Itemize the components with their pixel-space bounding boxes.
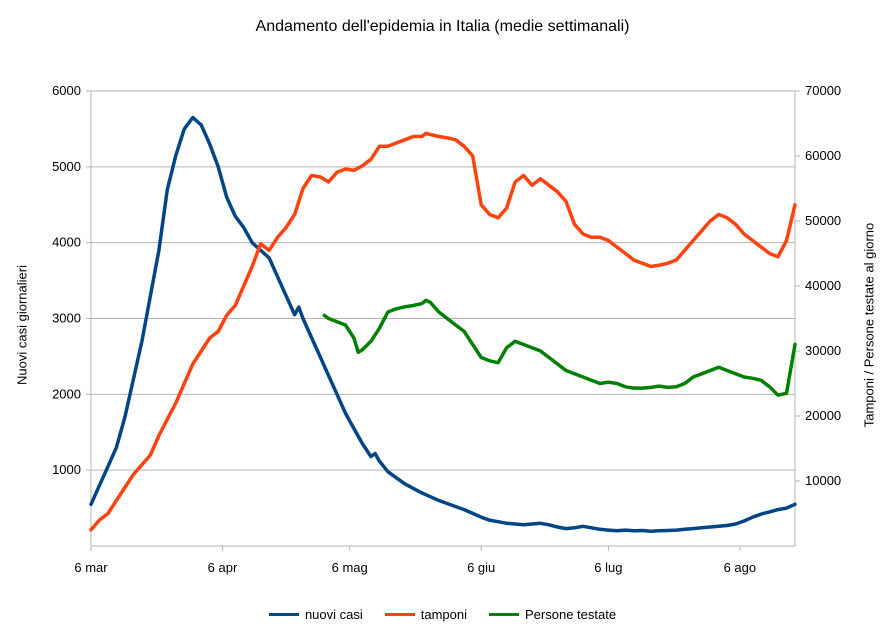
- x-tick-label: 6 ago: [724, 560, 757, 575]
- y-right-tick-label: 20000: [805, 408, 841, 423]
- chart-title: Andamento dell'epidemia in Italia (medie…: [255, 18, 630, 35]
- y-right-tick-label: 60000: [805, 148, 841, 163]
- legend-label-tamponi: tamponi: [420, 607, 467, 622]
- y-left-tick-label: 2000: [52, 386, 81, 401]
- y-right-tick-label: 40000: [805, 278, 841, 293]
- legend-label-nuovi-casi: nuovi casi: [304, 607, 363, 622]
- series-line-nuovi-casi: [89, 115, 797, 533]
- y-left-tick-label: 4000: [52, 235, 81, 250]
- y-right-tick-label: 30000: [805, 343, 841, 358]
- legend-swatch-persone-testate: [489, 613, 519, 616]
- legend-item-nuovi-casi: nuovi casi: [268, 607, 363, 622]
- series-line-tamponi: [89, 131, 797, 532]
- legend-item-tamponi: tamponi: [384, 607, 467, 622]
- legend-item-persone-testate: Persone testate: [489, 607, 616, 622]
- y-left-tick-label: 3000: [52, 311, 81, 326]
- legend: nuovi casi tamponi Persone testate: [0, 607, 885, 622]
- x-tick-label: 6 mar: [74, 560, 108, 575]
- y-left-tick-label: 1000: [52, 462, 81, 477]
- x-tick-label: 6 apr: [208, 560, 238, 575]
- y-left-tick-label: 6000: [52, 83, 81, 98]
- y-right-tick-label: 10000: [805, 473, 841, 488]
- y-left-tick-label: 5000: [52, 159, 81, 174]
- x-tick-label: 6 mag: [332, 560, 368, 575]
- y-right-tick-label: 70000: [805, 83, 841, 98]
- x-tick-label: 6 lug: [594, 560, 622, 575]
- series-line-persone-testate: [322, 298, 797, 397]
- legend-swatch-tamponi: [384, 613, 415, 616]
- y-right-tick-label: 50000: [805, 213, 841, 228]
- legend-label-persone-testate: Persone testate: [525, 607, 617, 622]
- legend-swatch-nuovi-casi: [268, 613, 299, 616]
- x-tick-label: 6 giu: [467, 560, 495, 575]
